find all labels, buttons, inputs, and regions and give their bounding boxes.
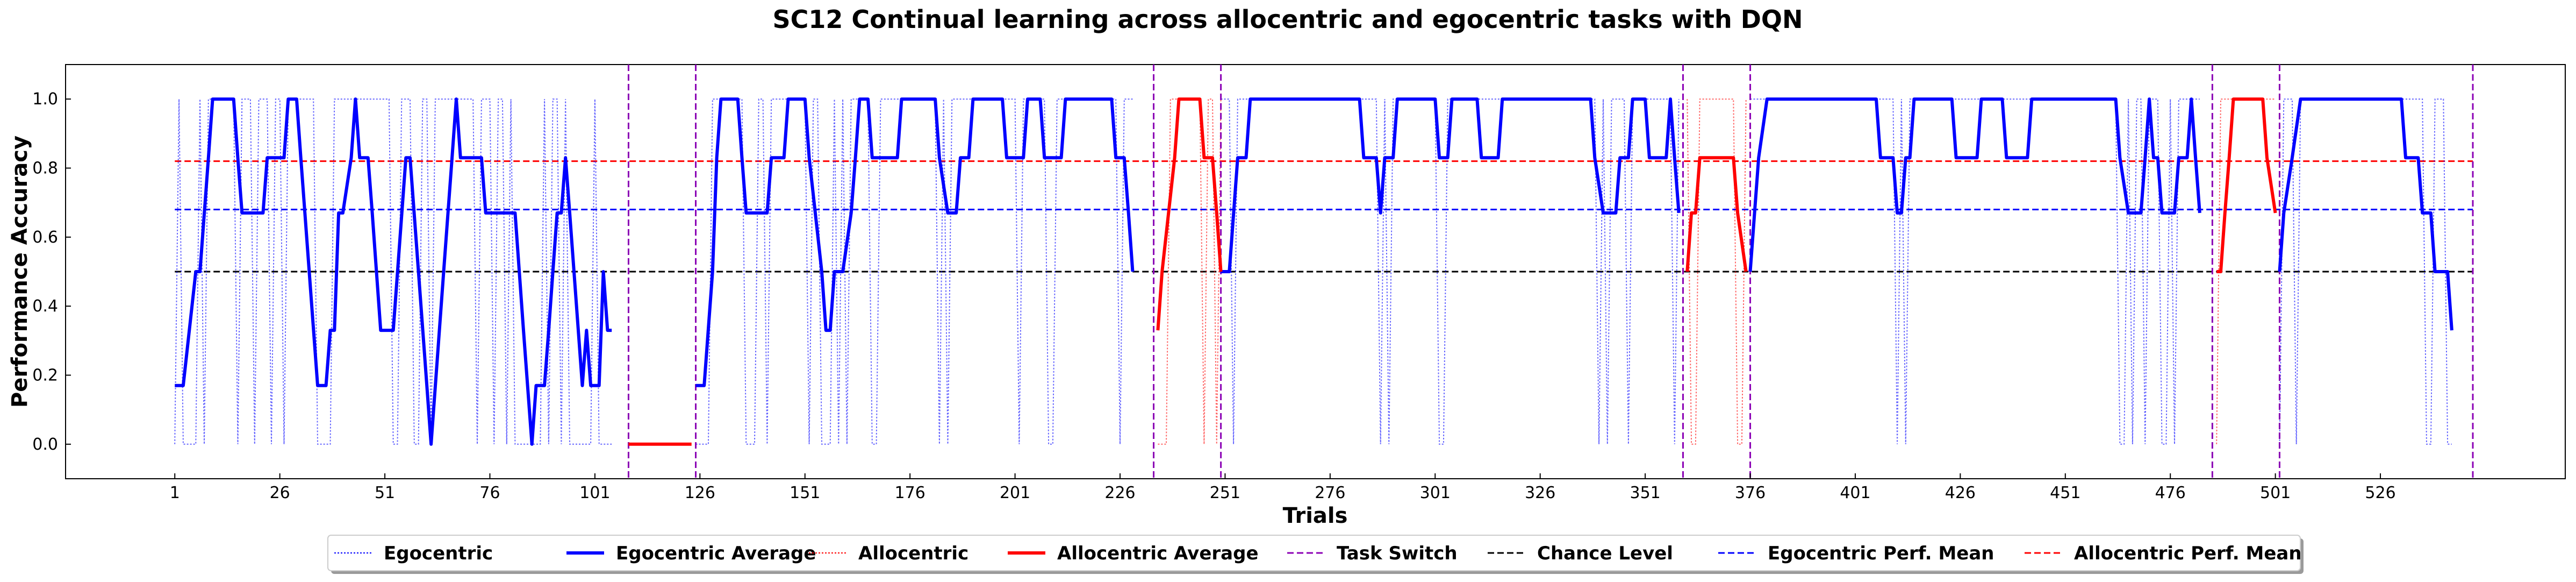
egocentric-raw-trace-4 [2279,98,2452,445]
legend-label-3: Allocentric Average [1057,543,1259,564]
y-axis-label: Performance Accuracy [8,136,32,408]
allocentric-average-line-3 [2216,97,2277,273]
y-tick-label-5: 1.0 [32,90,58,109]
egocentric-raw-trace-2 [1221,98,1680,445]
x-tick-label-2: 51 [375,484,395,502]
x-tick-label-10: 251 [1210,484,1240,502]
average-series-layer [175,97,2453,446]
x-tick-label-7: 176 [895,484,925,502]
x-tick-label-12: 301 [1420,484,1451,502]
legend-label-0: Egocentric [384,543,493,564]
x-tick-label-1: 26 [270,484,290,502]
allocentric-raw-trace-2 [1687,98,1747,445]
egocentric-average-line-4 [2278,97,2453,331]
reference-lines-layer [175,160,2473,273]
x-tick-label-19: 476 [2155,484,2186,502]
x-tick-label-0: 1 [170,484,180,502]
x-tick-label-16: 401 [1840,484,1870,502]
axes-layer: 1 26 51 76 101 126 151 176 201 226 251 276 301 326 351… [32,90,2395,502]
y-tick-label-4: 0.8 [32,159,58,178]
egocentric-average-line-3 [1748,97,2201,272]
legend-box [327,535,2301,571]
x-tick-label-20: 501 [2260,484,2291,502]
x-tick-label-5: 126 [685,484,715,502]
x-axis-label: Trials [1283,503,1348,528]
legend-label-2: Allocentric [858,543,968,564]
legend-label-1: Egocentric Average [616,543,816,564]
y-tick-label-0: 0.0 [32,435,58,454]
x-tick-label-11: 276 [1315,484,1345,502]
legend-label-4: Task Switch [1337,543,1458,564]
egocentric-average-line-1 [695,97,1135,387]
x-tick-label-6: 151 [790,484,820,502]
egocentric-raw-trace-0 [174,98,612,445]
legend-label-7: Allocentric Perf. Mean [2074,543,2302,564]
x-tick-label-15: 376 [1735,484,1766,502]
x-tick-label-9: 226 [1104,484,1135,502]
egocentric-average-line-2 [1221,97,1681,273]
x-tick-label-13: 326 [1525,484,1555,502]
chart-title: SC12 Continual learning across allocentr… [772,5,1803,34]
legend: Egocentric Egocentric Average Allocentric A… [327,535,2304,574]
x-tick-label-18: 451 [2050,484,2080,502]
x-tick-label-17: 426 [1945,484,1976,502]
x-tick-label-21: 526 [2365,484,2395,502]
egocentric-average-line-0 [175,97,612,446]
x-tick-label-4: 101 [579,484,610,502]
x-tick-label-8: 201 [1000,484,1030,502]
x-tick-label-3: 76 [479,484,500,502]
y-tick-label-3: 0.6 [32,228,58,247]
legend-label-6: Egocentric Perf. Mean [1768,543,1994,564]
allocentric-average-line-1 [1156,97,1223,331]
allocentric-average-line-2 [1685,156,1748,272]
plot-frame [65,64,2566,479]
y-tick-label-1: 0.2 [32,366,58,385]
x-tick-label-14: 351 [1630,484,1660,502]
y-tick-label-2: 0.4 [32,297,58,316]
legend-label-5: Chance Level [1537,543,1673,564]
